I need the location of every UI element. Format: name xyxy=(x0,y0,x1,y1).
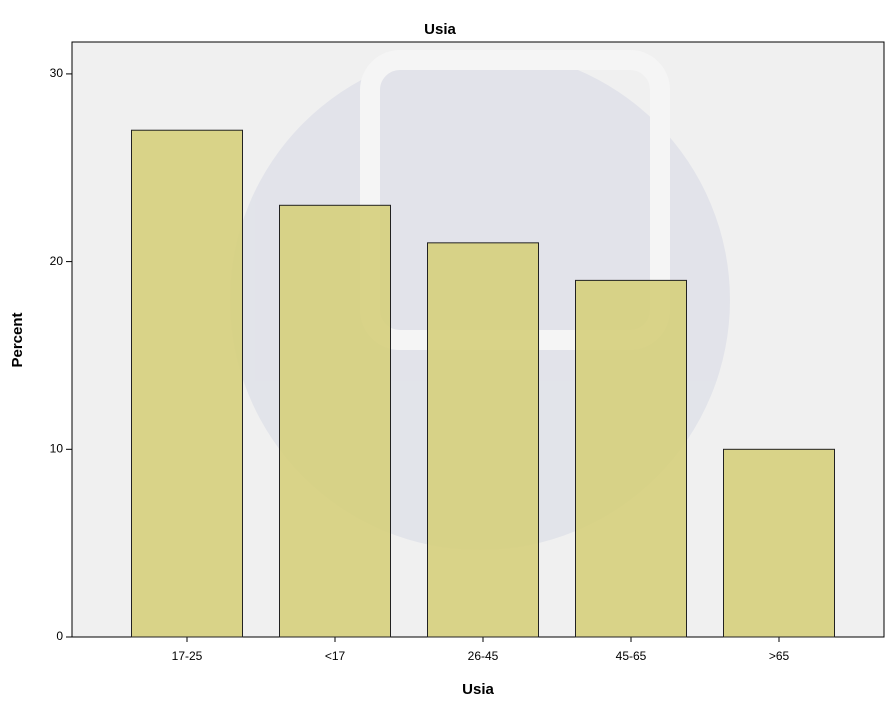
x-tick-label: 45-65 xyxy=(616,649,647,663)
bar xyxy=(131,129,243,638)
bar xyxy=(723,448,835,638)
y-tick-label: 10 xyxy=(50,441,64,455)
x-tick-label: 26-45 xyxy=(468,649,499,663)
bar xyxy=(279,204,391,638)
x-tick-label: <17 xyxy=(325,649,346,663)
x-axis-label: Usia xyxy=(462,681,494,698)
chart-title: Usia xyxy=(424,21,456,38)
y-axis-label: Percent xyxy=(9,312,26,367)
bar xyxy=(427,242,539,638)
bar xyxy=(575,279,687,638)
y-tick-label: 0 xyxy=(56,629,63,643)
y-tick-label: 30 xyxy=(50,66,64,80)
y-tick-label: 20 xyxy=(50,254,64,268)
x-tick-label: >65 xyxy=(769,649,790,663)
x-tick-label: 17-25 xyxy=(172,649,203,663)
